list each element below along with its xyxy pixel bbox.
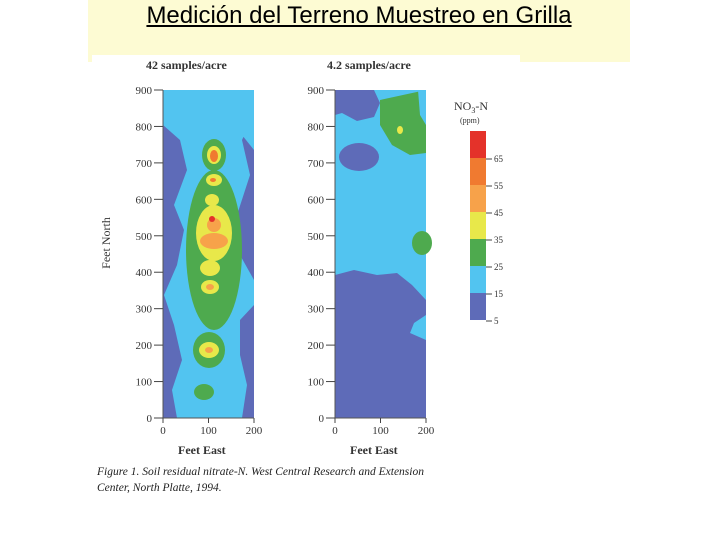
legend-title: NO3-N	[454, 99, 488, 115]
map-left-zone-15-b	[232, 90, 254, 150]
map-title-right: 4.2 samples/acre	[327, 58, 411, 72]
x-axis-label-right: Feet East	[350, 443, 398, 457]
legend-swatch	[470, 131, 486, 158]
map-left-zone-45-b	[200, 233, 228, 249]
map-left	[163, 90, 254, 418]
legend-label: 15	[494, 289, 504, 299]
map-right-y-tick-label: 100	[308, 377, 325, 389]
map-left-zone-35-e	[200, 260, 220, 276]
legend-label: 65	[494, 154, 504, 164]
map-left-x-tick-label: 200	[246, 425, 263, 437]
map-left-zone-65-a	[209, 216, 215, 222]
legend-swatch	[470, 185, 486, 212]
map-right-zone-15-notch	[418, 90, 426, 125]
legend: NO3-N (ppm) 65 55 45 35 25 15 5	[454, 99, 504, 326]
legend-swatches	[470, 131, 486, 320]
map-right-zone-5-b	[339, 143, 379, 171]
legend-swatch	[470, 212, 486, 239]
map-right-zone-35	[397, 126, 403, 134]
nitrate-figure: 42 samples/acre 4.2 samples/acre Feet No…	[92, 55, 520, 500]
map-left-y-tick-label: 800	[136, 121, 153, 133]
legend-label: 45	[494, 208, 504, 218]
map-right-zone-5-c	[335, 270, 426, 418]
legend-label: 25	[494, 262, 504, 272]
map-left-x-ticks: 0 100 200	[160, 418, 263, 437]
map-right-x-tick-label: 200	[418, 425, 435, 437]
caption-line-1: Figure 1. Soil residual nitrate-N. West …	[97, 466, 424, 478]
map-right-y-tick-label: 900	[308, 85, 325, 97]
map-left-y-ticks: 900 800 700 600 500 400 300 200 100 0	[136, 85, 163, 425]
map-right-y-tick-label: 800	[308, 121, 325, 133]
legend-swatch	[470, 239, 486, 266]
map-left-y-tick-label: 400	[136, 267, 153, 279]
map-right-y-tick-label: 700	[308, 158, 325, 170]
map-right-x-ticks: 0 100 200	[332, 418, 435, 437]
map-left-y-tick-label: 0	[147, 413, 153, 425]
map-right-zone-25-b	[412, 231, 432, 255]
map-left-zone-45-c	[206, 284, 214, 290]
caption-line-2: Center, North Platte, 1994.	[97, 482, 222, 494]
slide-title: Medición del Terreno Muestreo en Grilla	[146, 2, 572, 29]
legend-swatch	[470, 266, 486, 293]
map-right-y-tick-label: 600	[308, 194, 325, 206]
map-left-x-tick-label: 0	[160, 425, 166, 437]
map-left-y-tick-label: 600	[136, 194, 153, 206]
map-left-zone-25-d	[194, 384, 214, 400]
map-right	[335, 90, 432, 418]
title-banner	[88, 0, 630, 62]
map-left-y-tick-label: 100	[136, 377, 153, 389]
legend-swatch	[470, 158, 486, 185]
map-right-y-ticks: 900 800 700 600 500 400 300 200 100 0	[308, 85, 335, 425]
map-right-y-tick-label: 500	[308, 231, 325, 243]
map-right-x-tick-label: 0	[332, 425, 338, 437]
legend-label: 55	[494, 181, 504, 191]
map-left-y-tick-label: 300	[136, 304, 153, 316]
figure-svg: 42 samples/acre 4.2 samples/acre Feet No…	[99, 58, 504, 457]
map-right-zone-5-a	[335, 90, 380, 121]
map-left-y-tick-label: 700	[136, 158, 153, 170]
map-left-y-tick-label: 200	[136, 340, 153, 352]
map-left-zone-55-b	[210, 178, 216, 182]
legend-label: 35	[494, 235, 504, 245]
legend-swatch	[470, 293, 486, 320]
map-right-y-tick-label: 0	[319, 413, 325, 425]
map-left-x-tick-label: 100	[200, 425, 217, 437]
map-left-y-tick-label: 500	[136, 231, 153, 243]
y-axis-label: Feet North	[99, 217, 113, 269]
map-right-x-tick-label: 100	[372, 425, 389, 437]
map-right-y-tick-label: 400	[308, 267, 325, 279]
legend-unit: (ppm)	[460, 116, 480, 125]
legend-labels: 65 55 45 35 25 15 5	[486, 154, 504, 326]
map-right-y-tick-label: 300	[308, 304, 325, 316]
x-axis-label-left: Feet East	[178, 443, 226, 457]
map-left-zone-35-c	[205, 194, 219, 206]
legend-label: 5	[494, 316, 499, 326]
map-left-y-tick-label: 900	[136, 85, 153, 97]
map-right-y-tick-label: 200	[308, 340, 325, 352]
map-left-zone-55-a	[210, 150, 218, 162]
map-left-zone-45-d	[205, 347, 213, 353]
figure-caption: Figure 1. Soil residual nitrate-N. West …	[97, 464, 497, 496]
map-title-left: 42 samples/acre	[146, 58, 227, 72]
map-right-zone-25-a	[380, 90, 426, 155]
